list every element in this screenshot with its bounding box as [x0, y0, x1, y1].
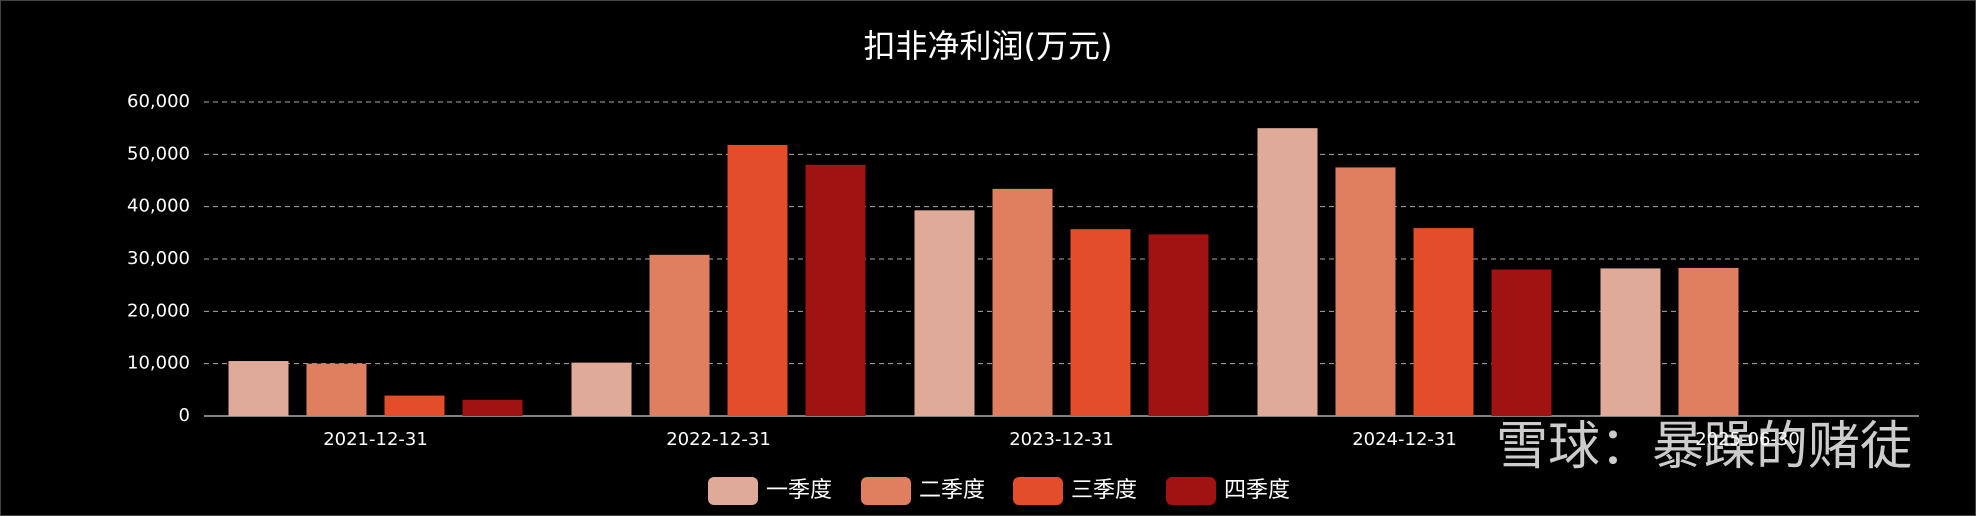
bar	[805, 164, 866, 416]
bar	[1413, 228, 1474, 416]
y-tick-label: 10,000	[127, 353, 190, 374]
bar	[228, 361, 289, 416]
legend-swatch	[1166, 477, 1216, 505]
bar	[1070, 229, 1131, 416]
legend-label: 二季度	[919, 478, 985, 503]
bar	[384, 395, 445, 416]
y-tick-label: 50,000	[127, 143, 190, 164]
legend-label: 三季度	[1071, 478, 1137, 503]
chart-title: 扣非净利润(万元)	[864, 27, 1113, 65]
bar	[914, 210, 975, 416]
bar	[306, 363, 367, 416]
legend-label: 一季度	[766, 478, 832, 503]
bar	[571, 362, 632, 416]
x-tick-label: 2023-12-31	[1009, 429, 1114, 450]
legend-swatch	[708, 477, 758, 505]
x-tick-label: 2021-12-31	[323, 429, 428, 450]
legend-label: 四季度	[1224, 478, 1290, 503]
legend-swatch	[1013, 477, 1063, 505]
y-tick-label: 20,000	[127, 300, 190, 321]
bar	[649, 254, 710, 416]
x-tick-label: 2022-12-31	[666, 429, 771, 450]
legend-swatch	[861, 477, 911, 505]
bar	[1678, 267, 1739, 416]
y-tick-label: 40,000	[127, 196, 190, 217]
bar	[992, 188, 1053, 416]
watermark: 雪球：暴躁的赌徒	[1496, 417, 1912, 477]
bar	[1600, 268, 1661, 416]
bar	[462, 399, 523, 416]
bar	[1257, 128, 1318, 416]
y-tick-label: 30,000	[127, 248, 190, 269]
bar	[1491, 269, 1552, 416]
y-tick-label: 0	[179, 405, 190, 426]
bar	[1335, 167, 1396, 416]
bar	[727, 144, 788, 416]
bar	[1148, 234, 1209, 416]
x-tick-label: 2025-06-30	[1695, 429, 1800, 450]
y-tick-label: 60,000	[127, 91, 190, 112]
x-tick-label: 2024-12-31	[1352, 429, 1457, 450]
